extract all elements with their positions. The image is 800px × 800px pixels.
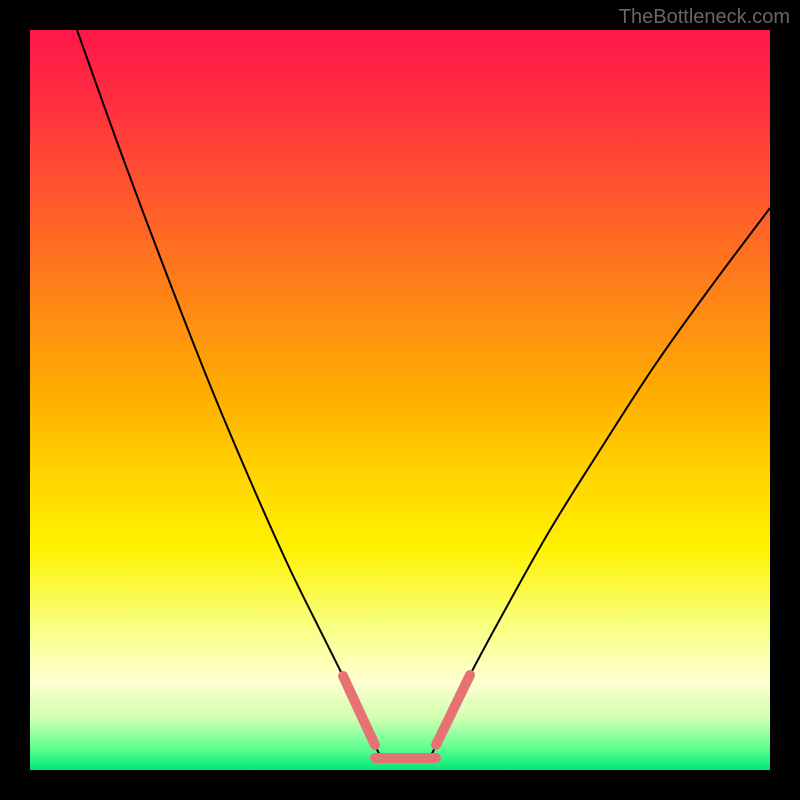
plot-area: [30, 30, 770, 770]
bottleneck-curve: [77, 30, 770, 758]
watermark-text: TheBottleneck.com: [619, 6, 790, 29]
highlight-segment: [343, 676, 375, 745]
highlight-group: [343, 675, 470, 758]
highlight-segment: [436, 675, 470, 745]
curve-layer: [30, 30, 770, 770]
